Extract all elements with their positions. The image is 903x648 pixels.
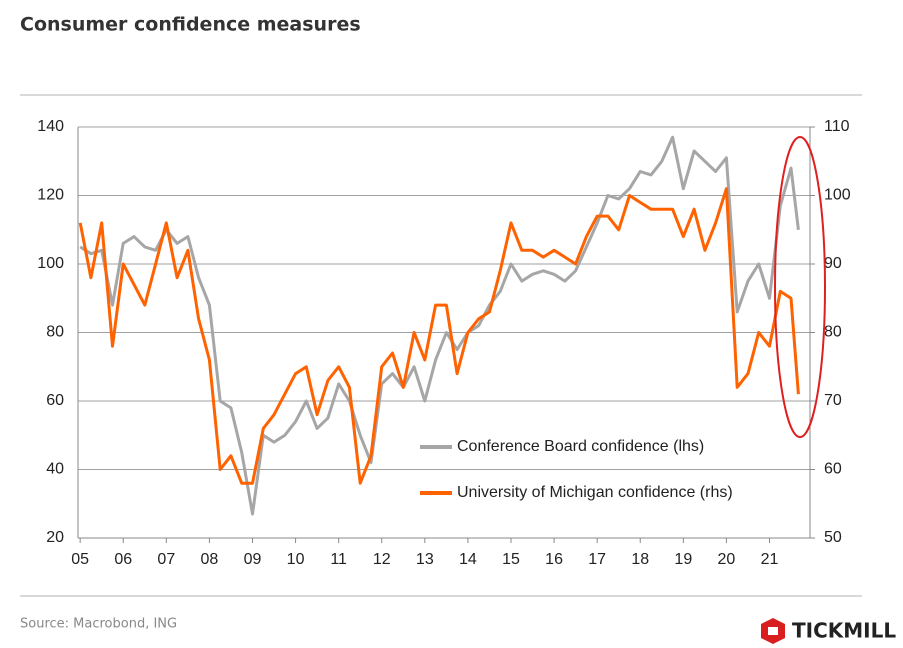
x-tick-label: 18 [631, 551, 649, 568]
x-tick-label: 19 [674, 551, 692, 568]
y2-tick-label: 70 [824, 392, 842, 409]
y2-tick-label: 100 [824, 187, 851, 204]
x-tick-label: 09 [244, 551, 262, 568]
x-tick-label: 20 [718, 551, 736, 568]
x-tick-label: 17 [588, 551, 606, 568]
x-tick-label: 16 [545, 551, 563, 568]
y2-tick-label: 80 [824, 324, 842, 341]
legend-label: Conference Board confidence (lhs) [457, 438, 704, 455]
y2-tick-label: 110 [824, 118, 850, 135]
x-tick-label: 15 [502, 551, 520, 568]
legend-label: University of Michigan confidence (rhs) [457, 484, 733, 501]
x-tick-label: 21 [761, 551, 779, 568]
series-line [78, 187, 800, 485]
x-tick-label: 08 [201, 551, 219, 568]
highlight-ellipse [774, 136, 826, 438]
y-tick-label: 100 [37, 255, 64, 272]
x-tick-label: 10 [287, 551, 305, 568]
y-tick-label: 60 [46, 392, 64, 409]
y-tick-label: 20 [46, 529, 64, 546]
y2-tick-label: 50 [824, 529, 842, 546]
source: Source: Macrobond, ING [20, 617, 177, 632]
series-line [79, 135, 800, 516]
y-tick-label: 140 [37, 118, 64, 135]
brand: TICKMILL [792, 619, 896, 643]
x-tick-label: 12 [373, 551, 391, 568]
y-tick-label: 80 [46, 324, 64, 341]
x-tick-label: 11 [330, 551, 347, 568]
x-tick-label: 07 [157, 551, 175, 568]
x-tick-label: 05 [71, 551, 89, 568]
y2-tick-label: 60 [824, 461, 842, 478]
x-tick-label: 14 [459, 551, 477, 568]
y-tick-label: 120 [37, 187, 64, 204]
x-tick-label: 06 [114, 551, 132, 568]
y-tick-label: 40 [46, 461, 64, 478]
y2-tick-label: 90 [824, 255, 842, 272]
chart-title: Consumer confidence measures [20, 14, 361, 36]
brand-logo: TICKMILL [761, 618, 896, 644]
x-tick-label: 13 [416, 551, 434, 568]
